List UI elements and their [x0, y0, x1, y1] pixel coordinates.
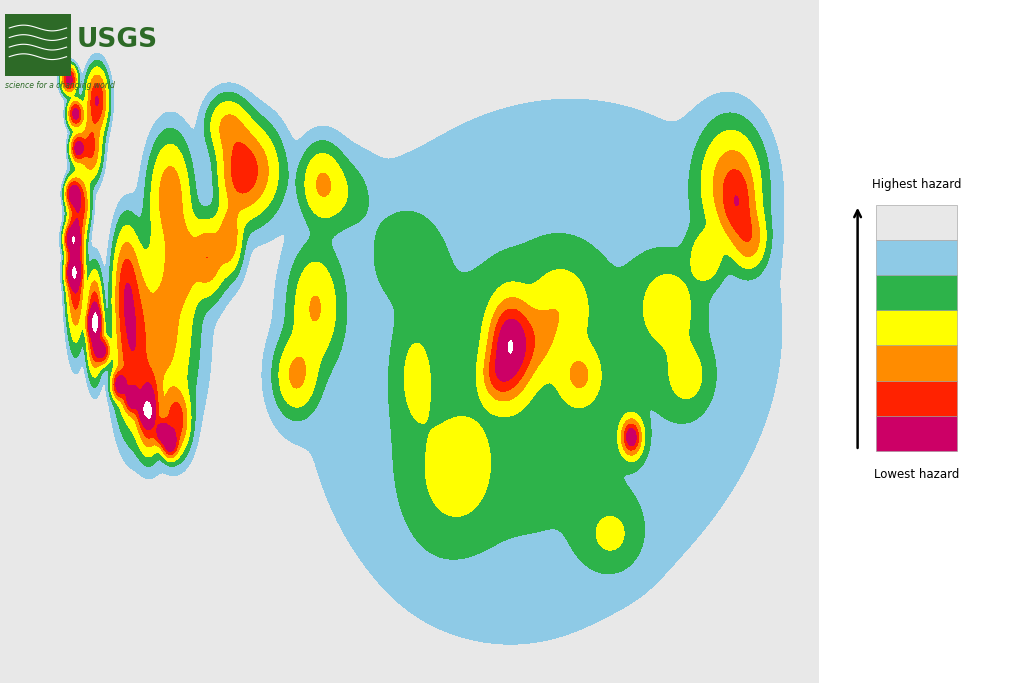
Bar	[876, 346, 957, 380]
Bar	[876, 310, 957, 346]
Bar	[876, 416, 957, 451]
Text: Lowest hazard: Lowest hazard	[873, 468, 959, 481]
Bar	[876, 275, 957, 310]
Bar	[5, 14, 71, 76]
Bar	[876, 240, 957, 275]
Bar	[876, 380, 957, 416]
Text: science for a changing world: science for a changing world	[5, 81, 115, 90]
Text: USGS: USGS	[77, 27, 158, 53]
Bar	[876, 205, 957, 240]
Text: Highest hazard: Highest hazard	[871, 178, 962, 191]
